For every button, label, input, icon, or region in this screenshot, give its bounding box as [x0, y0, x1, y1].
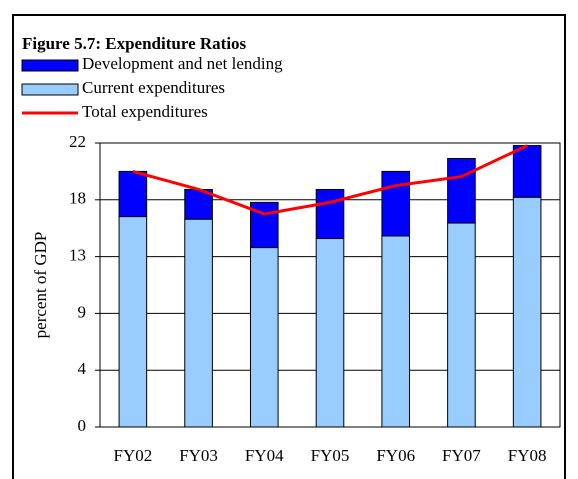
y-tick-label: 9 [78, 302, 87, 321]
bar [447, 157, 476, 224]
bar [381, 235, 411, 428]
y-tick-label: 22 [69, 132, 86, 151]
x-tick-label: FY02 [113, 446, 152, 465]
legend-swatch [21, 59, 79, 72]
bar [315, 188, 345, 240]
y-axis-label: percent of GDP [31, 232, 50, 339]
bar [249, 247, 279, 428]
y-tick-label: 13 [69, 246, 86, 265]
bar [512, 145, 542, 198]
x-tick-label: FY08 [508, 446, 547, 465]
x-tick-label: FY03 [179, 446, 218, 465]
frame [12, 14, 566, 479]
bar [118, 170, 148, 218]
y-tick-label: 0 [78, 416, 87, 435]
legend-label: Development and net lending [82, 54, 283, 73]
x-tick-label: FY04 [245, 446, 284, 465]
legend-swatch [21, 83, 79, 96]
y-tick-label: 18 [69, 189, 86, 208]
x-tick-label: FY05 [311, 446, 350, 465]
bar [512, 196, 542, 428]
bar [447, 222, 476, 428]
bar [184, 218, 213, 428]
legend-label: Total expenditures [82, 102, 208, 121]
bar [315, 238, 345, 428]
bar [118, 216, 148, 428]
x-tick-label: FY06 [376, 446, 415, 465]
legend-label: Current expenditures [82, 78, 225, 97]
y-tick-label: 4 [78, 359, 87, 378]
x-tick-label: FY07 [442, 446, 481, 465]
bar [381, 170, 411, 237]
chart-title: Figure 5.7: Expenditure Ratios [22, 34, 247, 53]
line [132, 144, 528, 216]
